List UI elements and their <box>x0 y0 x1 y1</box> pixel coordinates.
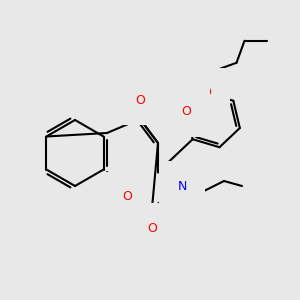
Text: O: O <box>122 190 132 203</box>
Text: O: O <box>181 106 191 118</box>
Text: O: O <box>147 221 157 235</box>
Text: O: O <box>135 94 145 106</box>
Text: N: N <box>177 179 187 193</box>
Text: O: O <box>202 86 212 99</box>
